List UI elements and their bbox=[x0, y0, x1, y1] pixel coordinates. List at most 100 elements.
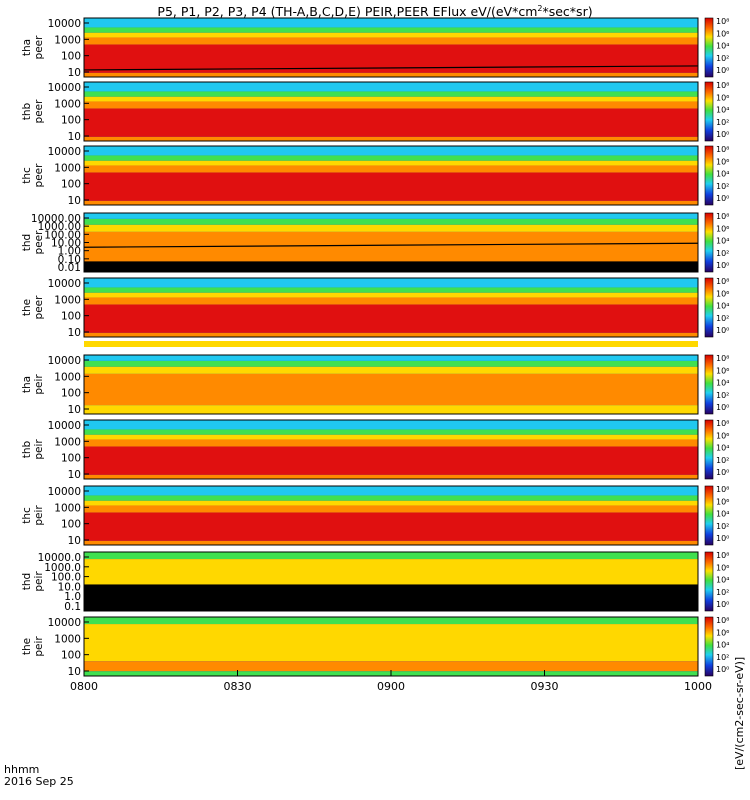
y-tick-label: 100.00 bbox=[44, 229, 81, 241]
colorbar-tick-label: 10⁰ bbox=[716, 534, 729, 543]
panel-thc-peer: 10000 1000 100 10 thcpeer 10⁸ 10⁶ 10⁴ 10² 10⁰ bbox=[21, 145, 729, 207]
colorbar-tick-label: 10⁸ bbox=[716, 212, 729, 221]
y-tick-label: 10000 bbox=[48, 355, 81, 367]
colorbar-tick-label: 10⁴ bbox=[716, 576, 729, 585]
y-tick-label: 10000 bbox=[48, 617, 81, 629]
y-tick-label: 1000 bbox=[54, 436, 81, 448]
potential-trace bbox=[83, 242, 699, 248]
y-tick-label: 100 bbox=[61, 388, 81, 400]
panel-label: thcpeir bbox=[21, 505, 45, 526]
colorbar-tick-label: 10⁴ bbox=[716, 302, 729, 311]
colorbar bbox=[704, 419, 714, 480]
colorbar-tick-label: 10⁸ bbox=[716, 17, 729, 26]
colorbar-tick-label: 10⁶ bbox=[716, 366, 729, 375]
colorbar-tick-label: 10⁴ bbox=[716, 641, 729, 650]
flux-band bbox=[84, 505, 698, 513]
colorbar bbox=[704, 616, 714, 677]
flux-band bbox=[84, 231, 698, 264]
y-tick-label: 100.0 bbox=[51, 572, 81, 584]
colorbar-tick-label: 10⁶ bbox=[716, 224, 729, 233]
colorbar-tick-label: 10⁰ bbox=[716, 130, 729, 139]
y-tick-label: 10000 bbox=[48, 82, 81, 94]
flux-band bbox=[84, 200, 698, 205]
colorbar-tick-label: 10⁰ bbox=[716, 403, 729, 412]
y-tick-label: 100 bbox=[61, 115, 81, 127]
colorbar-tick-label: 10² bbox=[716, 522, 729, 531]
y-tick-label: 10 bbox=[68, 327, 81, 339]
flux-band bbox=[84, 213, 698, 219]
flux-band bbox=[84, 155, 698, 161]
y-tick-label: 10000 bbox=[48, 278, 81, 290]
panel-thb-peer: 10000 1000 100 10 thbpeer 10⁸ 10⁶ 10⁴ 10² 10⁰ bbox=[21, 81, 729, 143]
no-data-region bbox=[84, 584, 698, 611]
y-tick-label: 10000.0 bbox=[38, 552, 81, 564]
time-label: hhmm bbox=[4, 763, 39, 776]
y-tick-label: 0.01 bbox=[58, 262, 81, 274]
colorbar-tick-label: 10² bbox=[716, 118, 729, 127]
colorbar-tick-label: 10² bbox=[716, 182, 729, 191]
colorbar-tick-label: 10² bbox=[716, 314, 729, 323]
y-tick-label: 100 bbox=[61, 51, 81, 63]
flux-band bbox=[84, 617, 698, 625]
y-tick-label: 10.00 bbox=[51, 238, 81, 250]
flux-band bbox=[84, 474, 698, 479]
colorbar-tick-label: 10⁸ bbox=[716, 81, 729, 90]
colorbar bbox=[704, 485, 714, 546]
flux-band bbox=[84, 82, 698, 92]
colorbar-tick-label: 10⁶ bbox=[716, 497, 729, 506]
flux-band bbox=[84, 332, 698, 337]
panel-frame bbox=[83, 277, 699, 338]
colorbar-tick-label: 10⁸ bbox=[716, 485, 729, 494]
colorbar-tick-label: 10⁴ bbox=[716, 106, 729, 115]
flux-band bbox=[84, 101, 698, 109]
colorbar-tick-label: 10² bbox=[716, 249, 729, 258]
panel-label: thbpeir bbox=[21, 439, 45, 460]
colorbar bbox=[704, 212, 714, 273]
x-tick-label: 1000 bbox=[684, 680, 712, 693]
colorbar-tick-label: 10⁶ bbox=[716, 289, 729, 298]
colorbar bbox=[704, 17, 714, 78]
y-tick-label: 1000 bbox=[54, 502, 81, 514]
flux-band bbox=[84, 108, 698, 137]
panel-frame bbox=[83, 17, 699, 78]
colorbar-tick-label: 10⁴ bbox=[716, 444, 729, 453]
panel-label: thbpeer bbox=[21, 99, 45, 124]
y-tick-label: 10000 bbox=[48, 486, 81, 498]
y-tick-label: 10.0 bbox=[58, 581, 81, 593]
flux-band bbox=[84, 439, 698, 447]
no-data-region bbox=[84, 261, 698, 272]
y-tick-label: 10 bbox=[68, 195, 81, 207]
flux-band bbox=[84, 552, 698, 560]
colorbar-tick-label: 10⁶ bbox=[716, 628, 729, 637]
panel-frame bbox=[83, 354, 699, 415]
colorbar-tick-label: 10⁰ bbox=[716, 261, 729, 270]
flux-band bbox=[84, 136, 698, 141]
flux-band bbox=[84, 165, 698, 173]
flux-band bbox=[84, 500, 698, 506]
colorbar-tick-label: 10⁶ bbox=[716, 563, 729, 572]
flux-band bbox=[84, 292, 698, 298]
colorbar-tick-label: 10⁸ bbox=[716, 354, 729, 363]
y-tick-label: 100 bbox=[61, 453, 81, 465]
colorbar-tick-label: 10² bbox=[716, 391, 729, 400]
chart-title: P5, P1, P2, P3, P4 (TH-A,B,C,D,E) PEIR,P… bbox=[157, 4, 593, 20]
colorbar-tick-label: 10⁴ bbox=[716, 510, 729, 519]
y-tick-label: 100 bbox=[61, 650, 81, 662]
panel-frame bbox=[83, 551, 699, 612]
flux-band bbox=[84, 224, 698, 232]
colorbar-tick-label: 10⁴ bbox=[716, 379, 729, 388]
y-tick-label: 0.10 bbox=[58, 254, 81, 266]
y-tick-label: 1000 bbox=[54, 98, 81, 110]
panel-thb-peir: 10000 1000 100 10 thbpeir 10⁸ 10⁶ 10⁴ 10² 10⁰ bbox=[21, 419, 729, 481]
flux-band bbox=[84, 96, 698, 102]
colorbar-tick-label: 10⁰ bbox=[716, 194, 729, 203]
colorbar-tick-label: 10² bbox=[716, 588, 729, 597]
flux-band bbox=[84, 287, 698, 293]
y-tick-label: 1000 bbox=[54, 633, 81, 645]
y-tick-label: 1000 bbox=[54, 34, 81, 46]
panel-label: thepeer bbox=[21, 295, 45, 320]
colorbar-tick-label: 10⁸ bbox=[716, 616, 729, 625]
y-tick-label: 1000 bbox=[54, 371, 81, 383]
colorbar bbox=[704, 145, 714, 206]
